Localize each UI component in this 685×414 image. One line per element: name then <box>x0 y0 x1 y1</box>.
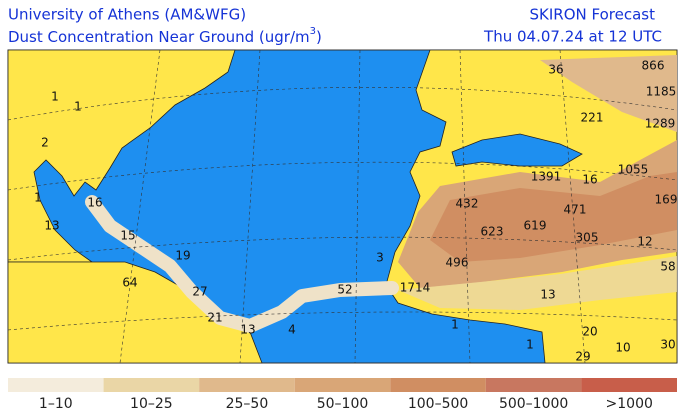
map-label: 1714 <box>400 281 431 295</box>
legend-label: 10–25 <box>130 396 173 412</box>
product-exponent: 3 <box>310 26 316 37</box>
legend-label: 500–1000 <box>499 396 568 412</box>
map-label: 1 <box>451 318 459 332</box>
map-label: 1185 <box>646 85 677 99</box>
map-label: 1391 <box>531 170 562 184</box>
product-text: Dust Concentration Near Ground (ugr/m <box>8 28 310 46</box>
map-label: 16 <box>582 173 597 187</box>
map-label: 36 <box>548 63 563 77</box>
map-label: 471 <box>564 203 587 217</box>
product: Dust Concentration Near Ground (ugr/m3) <box>8 26 322 46</box>
meridian <box>459 49 471 364</box>
legend-swatch <box>485 378 582 392</box>
map-label: 13 <box>540 288 555 302</box>
legend-label: 25–50 <box>226 396 269 412</box>
map-label: 496 <box>446 256 469 270</box>
meridian <box>354 49 361 364</box>
map-label: 29 <box>575 350 590 364</box>
model: SKIRON Forecast <box>530 6 656 24</box>
map-label: 623 <box>481 225 504 239</box>
map-label: 3 <box>376 251 384 265</box>
map-label: 27 <box>192 285 207 299</box>
map-label: 16 <box>87 196 102 210</box>
map-label: 221 <box>581 111 604 125</box>
map-label: 1055 <box>618 163 649 177</box>
atlantic-plume <box>85 195 399 333</box>
legend: 1–10 10–25 25–50 50–100 100–500 500–1000 >1000 <box>8 378 677 412</box>
map-label: 64 <box>122 276 137 290</box>
map-label: 619 <box>524 219 547 233</box>
map-label: 305 <box>576 231 599 245</box>
legend-label: 50–100 <box>317 396 369 412</box>
map-label: 10 <box>615 341 630 355</box>
valid-time: Thu 04.07.24 at 12 UTC <box>483 28 662 46</box>
map-label: 1289 <box>645 117 676 131</box>
map-label: 58 <box>660 260 675 274</box>
parallel <box>7 86 678 121</box>
map-label: 2 <box>41 136 49 150</box>
institution: University of Athens (AM&WFG) <box>8 6 246 24</box>
sahara-dust-core <box>430 172 677 262</box>
map-label: 4 <box>288 323 296 337</box>
legend-swatch <box>199 378 295 392</box>
legend-swatch <box>103 378 200 392</box>
map-label: 13 <box>240 323 255 337</box>
map-label: 432 <box>456 197 479 211</box>
meridian <box>559 49 586 364</box>
map-label: 13 <box>44 219 59 233</box>
map-label: 12 <box>637 235 652 249</box>
legend-swatch <box>294 378 391 392</box>
map-label: 1 <box>74 100 82 114</box>
meridian <box>119 49 161 364</box>
middle-east-dust <box>540 55 677 132</box>
map-label: 1 <box>34 191 42 205</box>
map-label: 20 <box>582 325 597 339</box>
map-label: 30 <box>660 338 675 352</box>
legend-label: >1000 <box>606 396 653 412</box>
legend-label: 1–10 <box>39 396 73 412</box>
legend-swatch <box>8 378 104 392</box>
north-america <box>7 49 236 263</box>
map-label: 866 <box>642 59 665 73</box>
map-label: 15 <box>120 229 135 243</box>
map-label: 21 <box>207 311 222 325</box>
legend-label: 100–500 <box>408 396 468 412</box>
map-label: 52 <box>337 283 352 297</box>
product-end: ) <box>316 28 322 46</box>
graticule <box>7 49 678 364</box>
map-label: 1 <box>526 338 534 352</box>
legend-swatch <box>581 378 677 392</box>
map-label: 1 <box>51 90 59 104</box>
legend-swatch <box>390 378 486 392</box>
map-label: 19 <box>175 249 190 263</box>
map-label: 169 <box>655 193 678 207</box>
meridian <box>239 49 261 364</box>
